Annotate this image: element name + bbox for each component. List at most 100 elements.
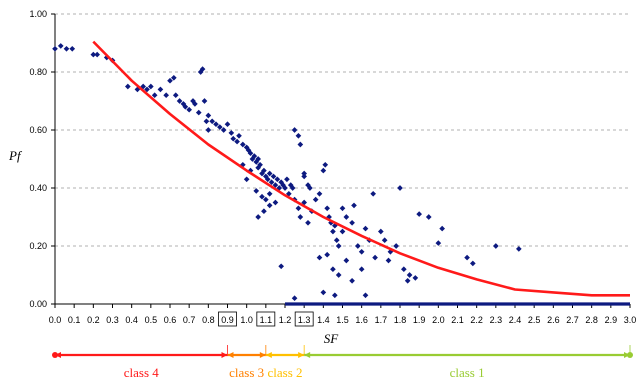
data-point bbox=[412, 275, 419, 281]
x-tick-label: 0.6 bbox=[164, 315, 177, 325]
class-band-end-dot bbox=[627, 352, 633, 358]
data-point bbox=[330, 228, 336, 235]
data-point bbox=[203, 118, 210, 125]
data-point bbox=[301, 170, 307, 177]
data-point bbox=[291, 127, 298, 133]
x-tick-label: 2.1 bbox=[451, 315, 464, 325]
x-tick-label: 1.5 bbox=[336, 315, 349, 325]
data-point bbox=[470, 260, 476, 267]
data-point bbox=[171, 74, 177, 81]
data-point bbox=[228, 130, 235, 136]
data-point bbox=[322, 161, 329, 168]
data-point bbox=[148, 83, 154, 90]
x-tick-label: 0.3 bbox=[106, 315, 119, 325]
data-point bbox=[343, 214, 350, 220]
data-point bbox=[144, 86, 150, 93]
data-point bbox=[406, 272, 413, 278]
class-band-arrow-right bbox=[221, 352, 228, 358]
data-point bbox=[257, 161, 263, 168]
data-point bbox=[330, 266, 336, 273]
x-tick-label: 0.1 bbox=[68, 315, 81, 325]
data-point bbox=[297, 141, 304, 148]
data-point bbox=[195, 109, 202, 116]
data-point bbox=[69, 45, 76, 52]
data-point bbox=[297, 214, 304, 220]
data-point bbox=[255, 214, 261, 220]
data-point bbox=[253, 188, 260, 194]
data-point bbox=[234, 138, 240, 145]
class-band-arrow-left bbox=[227, 352, 234, 358]
data-point bbox=[176, 98, 183, 104]
grid-layer bbox=[55, 13, 630, 247]
data-point bbox=[199, 66, 206, 72]
data-point bbox=[261, 208, 267, 215]
x-tick-label: 2.3 bbox=[490, 315, 503, 325]
x-tick-label: 0.9 bbox=[221, 315, 234, 325]
x-tick-label: 2.8 bbox=[585, 315, 598, 325]
data-point bbox=[324, 251, 330, 258]
class-band-start-dot bbox=[52, 352, 58, 358]
data-point bbox=[339, 205, 346, 212]
x-tick-label: 0.2 bbox=[87, 315, 100, 325]
data-point bbox=[261, 167, 267, 174]
data-point bbox=[63, 45, 70, 52]
x-tick-label: 1.9 bbox=[413, 315, 426, 325]
boxed-tick-frame bbox=[256, 311, 276, 327]
data-point bbox=[192, 101, 198, 107]
data-point bbox=[516, 246, 522, 252]
class-bands-layer: class 4 class 3 class 2 class 1 bbox=[52, 345, 633, 380]
data-point bbox=[393, 243, 399, 249]
class-band-label: class 4 bbox=[124, 365, 160, 380]
data-point bbox=[57, 43, 64, 49]
data-point bbox=[349, 277, 355, 284]
data-point bbox=[404, 277, 411, 284]
x-tick-label: 1.2 bbox=[279, 315, 292, 325]
data-point bbox=[343, 257, 350, 264]
y-tick-label: 0.60 bbox=[29, 125, 47, 135]
data-point bbox=[316, 190, 323, 197]
data-point bbox=[94, 51, 100, 58]
x-tick-label: 2.4 bbox=[509, 315, 522, 325]
x-tick-label: 3.0 bbox=[624, 315, 636, 325]
x-tick-label: 2.2 bbox=[470, 315, 483, 325]
tick-labels-layer: 0.00 0.20 0.40 0.60 0.80 1.00 0.0 0.1 0.2 0.3 0.4 0… bbox=[29, 9, 636, 327]
data-point bbox=[295, 205, 302, 212]
data-point bbox=[157, 86, 164, 93]
data-point bbox=[464, 254, 470, 261]
data-point bbox=[339, 228, 346, 235]
data-point bbox=[172, 92, 179, 99]
data-point bbox=[378, 228, 384, 235]
data-point bbox=[243, 176, 250, 183]
axes-layer bbox=[51, 13, 631, 308]
x-tick-label: 2.0 bbox=[432, 315, 445, 325]
class-band-label: class 3 bbox=[229, 365, 264, 380]
class-band-arrow-right bbox=[298, 352, 305, 358]
y-tick-label: 0.20 bbox=[29, 241, 47, 251]
data-point bbox=[278, 263, 284, 270]
data-point bbox=[351, 202, 357, 209]
data-point bbox=[335, 272, 342, 278]
class-band-arrow-left bbox=[304, 352, 311, 358]
data-point bbox=[151, 92, 158, 99]
class-band-label: class 1 bbox=[450, 365, 485, 380]
data-point bbox=[284, 176, 290, 183]
data-point bbox=[274, 176, 281, 183]
y-tick-label: 1.00 bbox=[29, 9, 47, 19]
data-point bbox=[316, 254, 323, 261]
data-point bbox=[266, 190, 273, 197]
data-point bbox=[289, 185, 296, 191]
data-points-layer bbox=[52, 43, 630, 306]
data-point bbox=[385, 257, 392, 264]
x-tick-label: 1.0 bbox=[240, 315, 253, 325]
data-point bbox=[320, 289, 327, 296]
data-point bbox=[362, 225, 369, 232]
x-tick-label: 1.7 bbox=[375, 315, 388, 325]
x-tick-label: 1.4 bbox=[317, 315, 330, 325]
x-tick-label: 2.6 bbox=[547, 315, 560, 325]
x-tick-label: 1.6 bbox=[355, 315, 368, 325]
y-tick-label: 0.00 bbox=[29, 299, 47, 309]
data-point bbox=[372, 254, 378, 261]
data-point bbox=[355, 243, 361, 249]
data-point bbox=[493, 243, 499, 249]
